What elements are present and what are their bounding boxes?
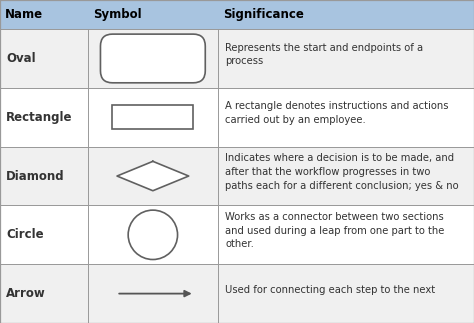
- Text: Circle: Circle: [6, 228, 44, 241]
- Bar: [0, 147, 474, 205]
- Bar: [0, 205, 474, 264]
- Ellipse shape: [128, 210, 178, 259]
- Text: Represents the start and endpoints of a
process: Represents the start and endpoints of a …: [225, 43, 423, 66]
- Polygon shape: [117, 161, 189, 191]
- Text: Significance: Significance: [223, 8, 304, 21]
- Bar: [0, 0, 474, 29]
- Bar: [0, 264, 474, 323]
- Text: Oval: Oval: [6, 52, 36, 65]
- Text: Symbol: Symbol: [93, 8, 141, 21]
- Text: Used for connecting each step to the next: Used for connecting each step to the nex…: [225, 285, 435, 295]
- Bar: [0, 29, 474, 88]
- Text: Indicates where a decision is to be made, and
after that the workflow progresses: Indicates where a decision is to be made…: [225, 153, 459, 191]
- Text: Works as a connector between two sections
and used during a leap from one part t: Works as a connector between two section…: [225, 212, 445, 249]
- Text: Arrow: Arrow: [6, 287, 46, 300]
- Text: Diamond: Diamond: [6, 170, 64, 182]
- FancyBboxPatch shape: [100, 34, 205, 83]
- Bar: [0, 88, 474, 147]
- Text: Name: Name: [5, 8, 43, 21]
- Text: A rectangle denotes instructions and actions
carried out by an employee.: A rectangle denotes instructions and act…: [225, 101, 448, 125]
- Bar: [112, 106, 193, 129]
- Text: Rectangle: Rectangle: [6, 111, 73, 124]
